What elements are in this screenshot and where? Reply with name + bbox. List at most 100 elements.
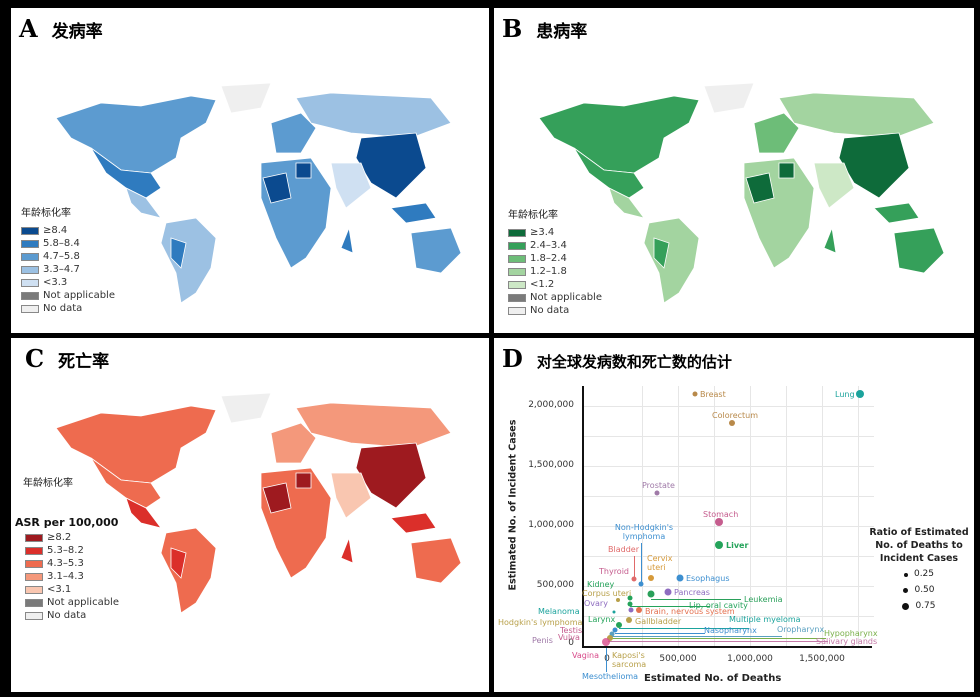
data-point-oropharynx [609, 631, 615, 637]
y-tick: 1,000,000 [528, 520, 574, 530]
point-label: Oropharynx [777, 625, 825, 634]
point-label: Esophagus [686, 574, 730, 583]
data-point-stomach [715, 518, 723, 526]
panel-heading: 死亡率 [58, 352, 110, 372]
legend-item: 4.3–5.3 [25, 557, 119, 570]
y-axis [582, 386, 584, 648]
point-label: Hodgkin's lymphoma [498, 618, 583, 627]
legend-title: 年龄标化率 [508, 210, 558, 221]
point-label: Stomach [703, 510, 739, 519]
panel-letter: B [502, 14, 523, 43]
data-point-melanoma [612, 610, 616, 614]
world-map-incidence [55, 82, 462, 304]
data-point-liver [715, 541, 723, 549]
legend-item: Not applicable [25, 596, 119, 609]
y-tick: 2,000,000 [528, 400, 574, 410]
legend-item: ≥8.2 [25, 531, 119, 544]
point-label: Colorectum [712, 411, 759, 420]
data-point-vagina [602, 638, 610, 646]
legend-item: 1.8–2.4 [508, 252, 602, 265]
legend-prevalence: 年龄标化率 ≥3.4 2.4–3.4 1.8–2.4 1.2–1.8 <1.2 … [508, 206, 602, 317]
point-label: Vulva [558, 633, 580, 642]
world-map-prevalence [538, 82, 945, 304]
panel-a-title: A 发病率 [19, 14, 103, 43]
data-point-ovary [628, 607, 634, 613]
y-tick: 0 [568, 638, 574, 648]
size-legend-item: 0.75 [869, 600, 969, 613]
legend-item: 2.4–3.4 [508, 239, 602, 252]
data-point-leukemia [647, 590, 655, 598]
data-point-cervix-uteri [648, 575, 654, 581]
point-label: Pancreas [674, 588, 710, 597]
legend-item: Not applicable [508, 291, 602, 304]
data-point-brain [636, 607, 642, 613]
panel-letter: A [19, 14, 38, 43]
legend-item: <3.3 [21, 276, 115, 289]
legend-item: No data [25, 609, 119, 622]
legend-title: 年龄标化率 [21, 208, 71, 219]
point-label: Corpus uteri [582, 589, 632, 598]
legend-mortality-title: 年龄标化率 [23, 478, 73, 489]
legend-item: ≥8.4 [21, 224, 115, 237]
point-label: Melanoma [538, 607, 580, 616]
point-label: Cervix uteri [647, 554, 673, 572]
panel-c-title: C 死亡率 [25, 344, 109, 373]
data-point-prostate [654, 490, 660, 496]
data-point-breast [692, 391, 698, 397]
panel-heading: 发病率 [51, 22, 103, 42]
data-point-lip-oral-cavity [627, 601, 633, 607]
data-point-corpus-uteri [616, 598, 620, 602]
point-label: Larynx [588, 615, 616, 624]
legend-item: <1.2 [508, 278, 602, 291]
data-point-hodgkins-lymphoma [607, 635, 613, 641]
data-point-larynx [616, 622, 622, 628]
point-label: Lip, oral cavity [689, 601, 748, 610]
legend-item: 5.8–8.4 [21, 237, 115, 250]
y-axis-label: Estimated No. of Incident Cases [507, 419, 519, 591]
legend-item: Not applicable [21, 289, 115, 302]
legend-item: 4.7–5.8 [21, 250, 115, 263]
point-label: Nasopharynx [704, 626, 757, 635]
y-tick: 500,000 [536, 580, 574, 590]
point-label: Ovary [584, 599, 608, 608]
point-label: Brain, nervous system [645, 607, 735, 616]
panel-d-title: D 对全球发病数和死亡数的估计 [502, 344, 732, 373]
point-label: Mesothelioma [582, 672, 639, 681]
data-point-nasopharynx [612, 627, 618, 633]
legend-item: 3.3–4.7 [21, 263, 115, 276]
point-label: Breast [700, 390, 726, 399]
data-point-lung [856, 390, 864, 398]
data-point-pancreas [664, 588, 672, 596]
legend-item: 1.2–1.8 [508, 265, 602, 278]
panel-mortality-map: C 死亡率 年龄标化率 ASR per 100,000 ≥8.2 5. [11, 338, 489, 692]
legend-item: No data [508, 304, 602, 317]
world-map-mortality [55, 392, 462, 614]
point-label: Kaposi's sarcoma [612, 651, 647, 669]
legend-subtitle: ASR per 100,000 [15, 516, 119, 529]
size-legend: Ratio of Estimated No. of Deaths to Inci… [869, 526, 969, 613]
data-point-kidney [627, 595, 633, 601]
size-legend-item: 0.25 [869, 568, 969, 581]
legend-item: ≥3.4 [508, 226, 602, 239]
panel-prevalence-map: B 患病率 年龄标化率 ≥3.4 2.4–3.4 1.8–2.4 1.2–1.8 [494, 8, 974, 333]
panel-letter: C [25, 344, 45, 373]
point-label: Non-Hodgkin's lymphoma [614, 523, 674, 541]
point-label: Thyroid [599, 567, 629, 576]
legend-item: No data [21, 302, 115, 315]
point-label: Testis [560, 626, 583, 635]
point-label: Gallbladder [635, 617, 682, 626]
point-label: Penis [532, 636, 553, 645]
panel-letter: D [502, 344, 523, 373]
legend-mortality: ASR per 100,000 ≥8.2 5.3–8.2 4.3–5.3 3.1… [15, 516, 119, 622]
point-label: Prostate [642, 481, 675, 490]
y-tick: 1,500,000 [528, 460, 574, 470]
x-axis-label: Estimated No. of Deaths [644, 673, 782, 684]
panel-incidence-map: A 发病率 年龄标化率 ≥8.4 5.8–8.4 4.7–5.8 3.3–4.7 [11, 8, 489, 333]
panel-b-title: B 患病率 [502, 14, 587, 43]
x-axis [582, 646, 872, 648]
x-tick: 1,500,000 [799, 654, 845, 664]
point-label: Bladder [608, 545, 639, 554]
data-point-gallbladder [626, 617, 632, 623]
legend-incidence: 年龄标化率 ≥8.4 5.8–8.4 4.7–5.8 3.3–4.7 <3.3 … [21, 204, 115, 315]
point-label: Hypopharynx [824, 629, 878, 638]
